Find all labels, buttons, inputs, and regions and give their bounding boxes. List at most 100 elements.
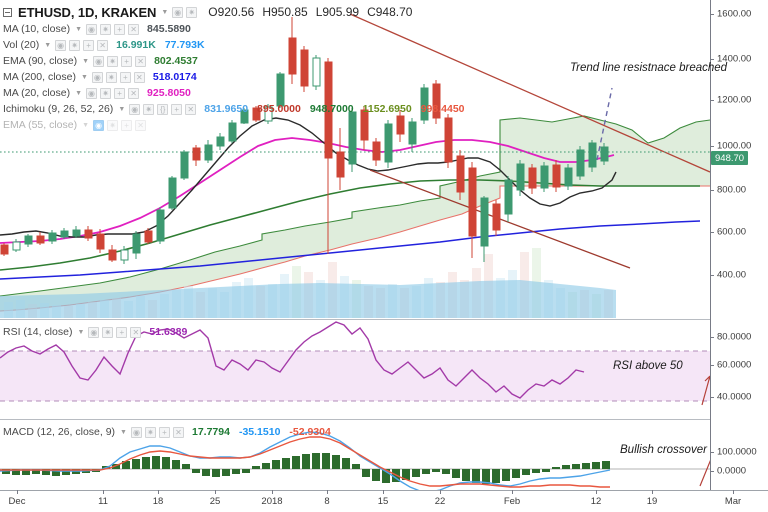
indicator-name: MA (20, close): [3, 86, 71, 99]
indicator-value: 925.8050: [147, 86, 191, 99]
chevron-down-icon[interactable]: ▼: [44, 41, 52, 49]
macd-panel-graphics: [0, 431, 710, 490]
indicator-legend: ETHUSD, 1D, KRAKEN ▼ ◉ ✷ O920.56 H950.85…: [3, 3, 465, 133]
close-icon[interactable]: ✕: [135, 55, 147, 67]
visibility-icon[interactable]: ◉: [130, 426, 142, 438]
add-icon[interactable]: +: [116, 326, 128, 338]
support-trendline: [369, 169, 631, 269]
volume-bars: [4, 248, 613, 318]
add-icon[interactable]: +: [119, 71, 131, 83]
indicator-value: 16.991K: [116, 38, 156, 51]
add-icon[interactable]: +: [121, 119, 133, 131]
visibility-icon[interactable]: ◉: [172, 6, 184, 18]
legend-row-ma10[interactable]: MA (10, close) ▼ ◉ ✷ + ✕ 845.5890: [3, 21, 465, 37]
collapse-icon[interactable]: [3, 7, 12, 17]
add-icon[interactable]: +: [114, 23, 126, 35]
symbol-title: ETHUSD, 1D, KRAKEN: [18, 4, 157, 20]
axis-tick: [440, 490, 441, 494]
legend-row-ma20[interactable]: MA (20, close) ▼ ◉ ✷ + ✕ 925.8050: [3, 85, 465, 101]
axis-tick: [158, 490, 159, 494]
chevron-down-icon[interactable]: ▼: [161, 8, 169, 16]
axis-tick: [272, 490, 273, 494]
price-axis[interactable]: 1600.00 1400.00 1200.00 1000.00 800.00 6…: [710, 0, 768, 490]
legend-row-ma200[interactable]: MA (200, close) ▼ ◉ ✷ + ✕ 518.0174: [3, 69, 465, 85]
chevron-down-icon[interactable]: ▼: [82, 57, 90, 65]
indicator-name: MA (200, close): [3, 70, 76, 83]
legend-row-ichimoku[interactable]: Ichimoku (9, 26, 52, 26) ▼ ◉ ✷ {} + ✕ 83…: [3, 101, 465, 117]
visibility-icon[interactable]: ◉: [129, 103, 141, 115]
price-axis-label: 600.00: [717, 226, 747, 238]
axis-tick: [103, 490, 104, 494]
indicator-name: Vol (20): [3, 38, 40, 51]
gear-icon[interactable]: ✷: [100, 23, 112, 35]
gear-icon[interactable]: ✷: [107, 119, 119, 131]
close-icon[interactable]: ✕: [97, 39, 109, 51]
separator-price-rsi: [0, 319, 710, 320]
gear-icon[interactable]: ✷: [143, 103, 155, 115]
price-axis-divider: [710, 0, 711, 490]
close-icon[interactable]: ✕: [133, 71, 145, 83]
close-icon[interactable]: ✕: [128, 23, 140, 35]
macd-signal-value: -52.9304: [289, 425, 331, 438]
gear-icon[interactable]: ✷: [100, 87, 112, 99]
gear-icon[interactable]: ✷: [105, 71, 117, 83]
ma20-line: [0, 137, 615, 244]
ohlc-values: O920.56 H950.85 L905.99 C948.70: [208, 6, 412, 18]
chevron-down-icon[interactable]: ▼: [82, 121, 90, 129]
axis-tick: [596, 490, 597, 494]
close-icon[interactable]: ✕: [172, 426, 184, 438]
chevron-down-icon[interactable]: ▼: [80, 73, 88, 81]
rsi-axis-label: 40.0000: [717, 391, 752, 403]
add-icon[interactable]: +: [114, 87, 126, 99]
add-icon[interactable]: +: [121, 55, 133, 67]
legend-row-rsi[interactable]: RSI (14, close) ▼ ◉ ✷ + ✕ 51.6389: [3, 324, 187, 340]
gear-icon[interactable]: ✷: [102, 326, 114, 338]
add-icon[interactable]: +: [158, 426, 170, 438]
close-icon[interactable]: ✕: [185, 103, 197, 115]
price-axis-label: 1200.00: [717, 94, 752, 106]
indicator-name: EMA (90, close): [3, 54, 78, 67]
time-axis-label: 19: [646, 496, 658, 507]
close-icon[interactable]: ✕: [135, 119, 147, 131]
visibility-icon[interactable]: ◉: [93, 55, 105, 67]
time-axis-label: Dec: [8, 496, 26, 507]
close-icon[interactable]: ✕: [128, 87, 140, 99]
time-axis-label: 25: [209, 496, 221, 507]
axis-tick: [710, 232, 714, 233]
visibility-icon[interactable]: ◉: [93, 119, 105, 131]
chevron-down-icon[interactable]: ▼: [118, 105, 126, 113]
axis-tick: [710, 59, 714, 60]
gear-icon[interactable]: ✷: [186, 6, 198, 18]
legend-row-volume[interactable]: Vol (20) ▼ ◉ ✷ + ✕ 16.991K 77.793K: [3, 37, 465, 53]
chevron-down-icon[interactable]: ▼: [75, 89, 83, 97]
visibility-icon[interactable]: ◉: [86, 87, 98, 99]
chevron-down-icon[interactable]: ▼: [120, 428, 127, 436]
time-axis-label: 8: [324, 496, 330, 507]
time-axis-label: 11: [98, 496, 108, 507]
brackets-icon[interactable]: {}: [157, 103, 169, 115]
legend-row-symbol[interactable]: ETHUSD, 1D, KRAKEN ▼ ◉ ✷ O920.56 H950.85…: [3, 3, 465, 21]
macd-histogram: [2, 453, 610, 484]
legend-row-ema55[interactable]: EMA (55, close) ▼ ◉ ✷ + ✕: [3, 117, 465, 133]
visibility-icon[interactable]: ◉: [86, 23, 98, 35]
time-axis-divider: [0, 490, 768, 491]
legend-row-macd[interactable]: MACD (12, 26, close, 9) ▼ ◉ ✷ + ✕ 17.779…: [3, 424, 331, 440]
chevron-down-icon[interactable]: ▼: [75, 25, 83, 33]
macd-legend: MACD (12, 26, close, 9) ▼ ◉ ✷ + ✕ 17.779…: [3, 424, 331, 440]
visibility-icon[interactable]: ◉: [88, 326, 100, 338]
indicator-name: MACD (12, 26, close, 9): [3, 425, 116, 438]
axis-tick: [710, 397, 714, 398]
visibility-icon[interactable]: ◉: [91, 71, 103, 83]
gear-icon[interactable]: ✷: [107, 55, 119, 67]
time-axis-label: 2018: [261, 496, 283, 507]
chevron-down-icon[interactable]: ▼: [77, 328, 85, 336]
legend-row-ema90[interactable]: EMA (90, close) ▼ ◉ ✷ + ✕ 802.4537: [3, 53, 465, 69]
time-axis[interactable]: Dec 11 18 25 2018 8 15 22 Feb 12 19 Mar: [0, 490, 768, 512]
add-icon[interactable]: +: [83, 39, 95, 51]
price-axis-label: 1000.00: [717, 140, 752, 152]
gear-icon[interactable]: ✷: [144, 426, 156, 438]
visibility-icon[interactable]: ◉: [55, 39, 67, 51]
gear-icon[interactable]: ✷: [69, 39, 81, 51]
close-icon[interactable]: ✕: [130, 326, 142, 338]
add-icon[interactable]: +: [171, 103, 183, 115]
